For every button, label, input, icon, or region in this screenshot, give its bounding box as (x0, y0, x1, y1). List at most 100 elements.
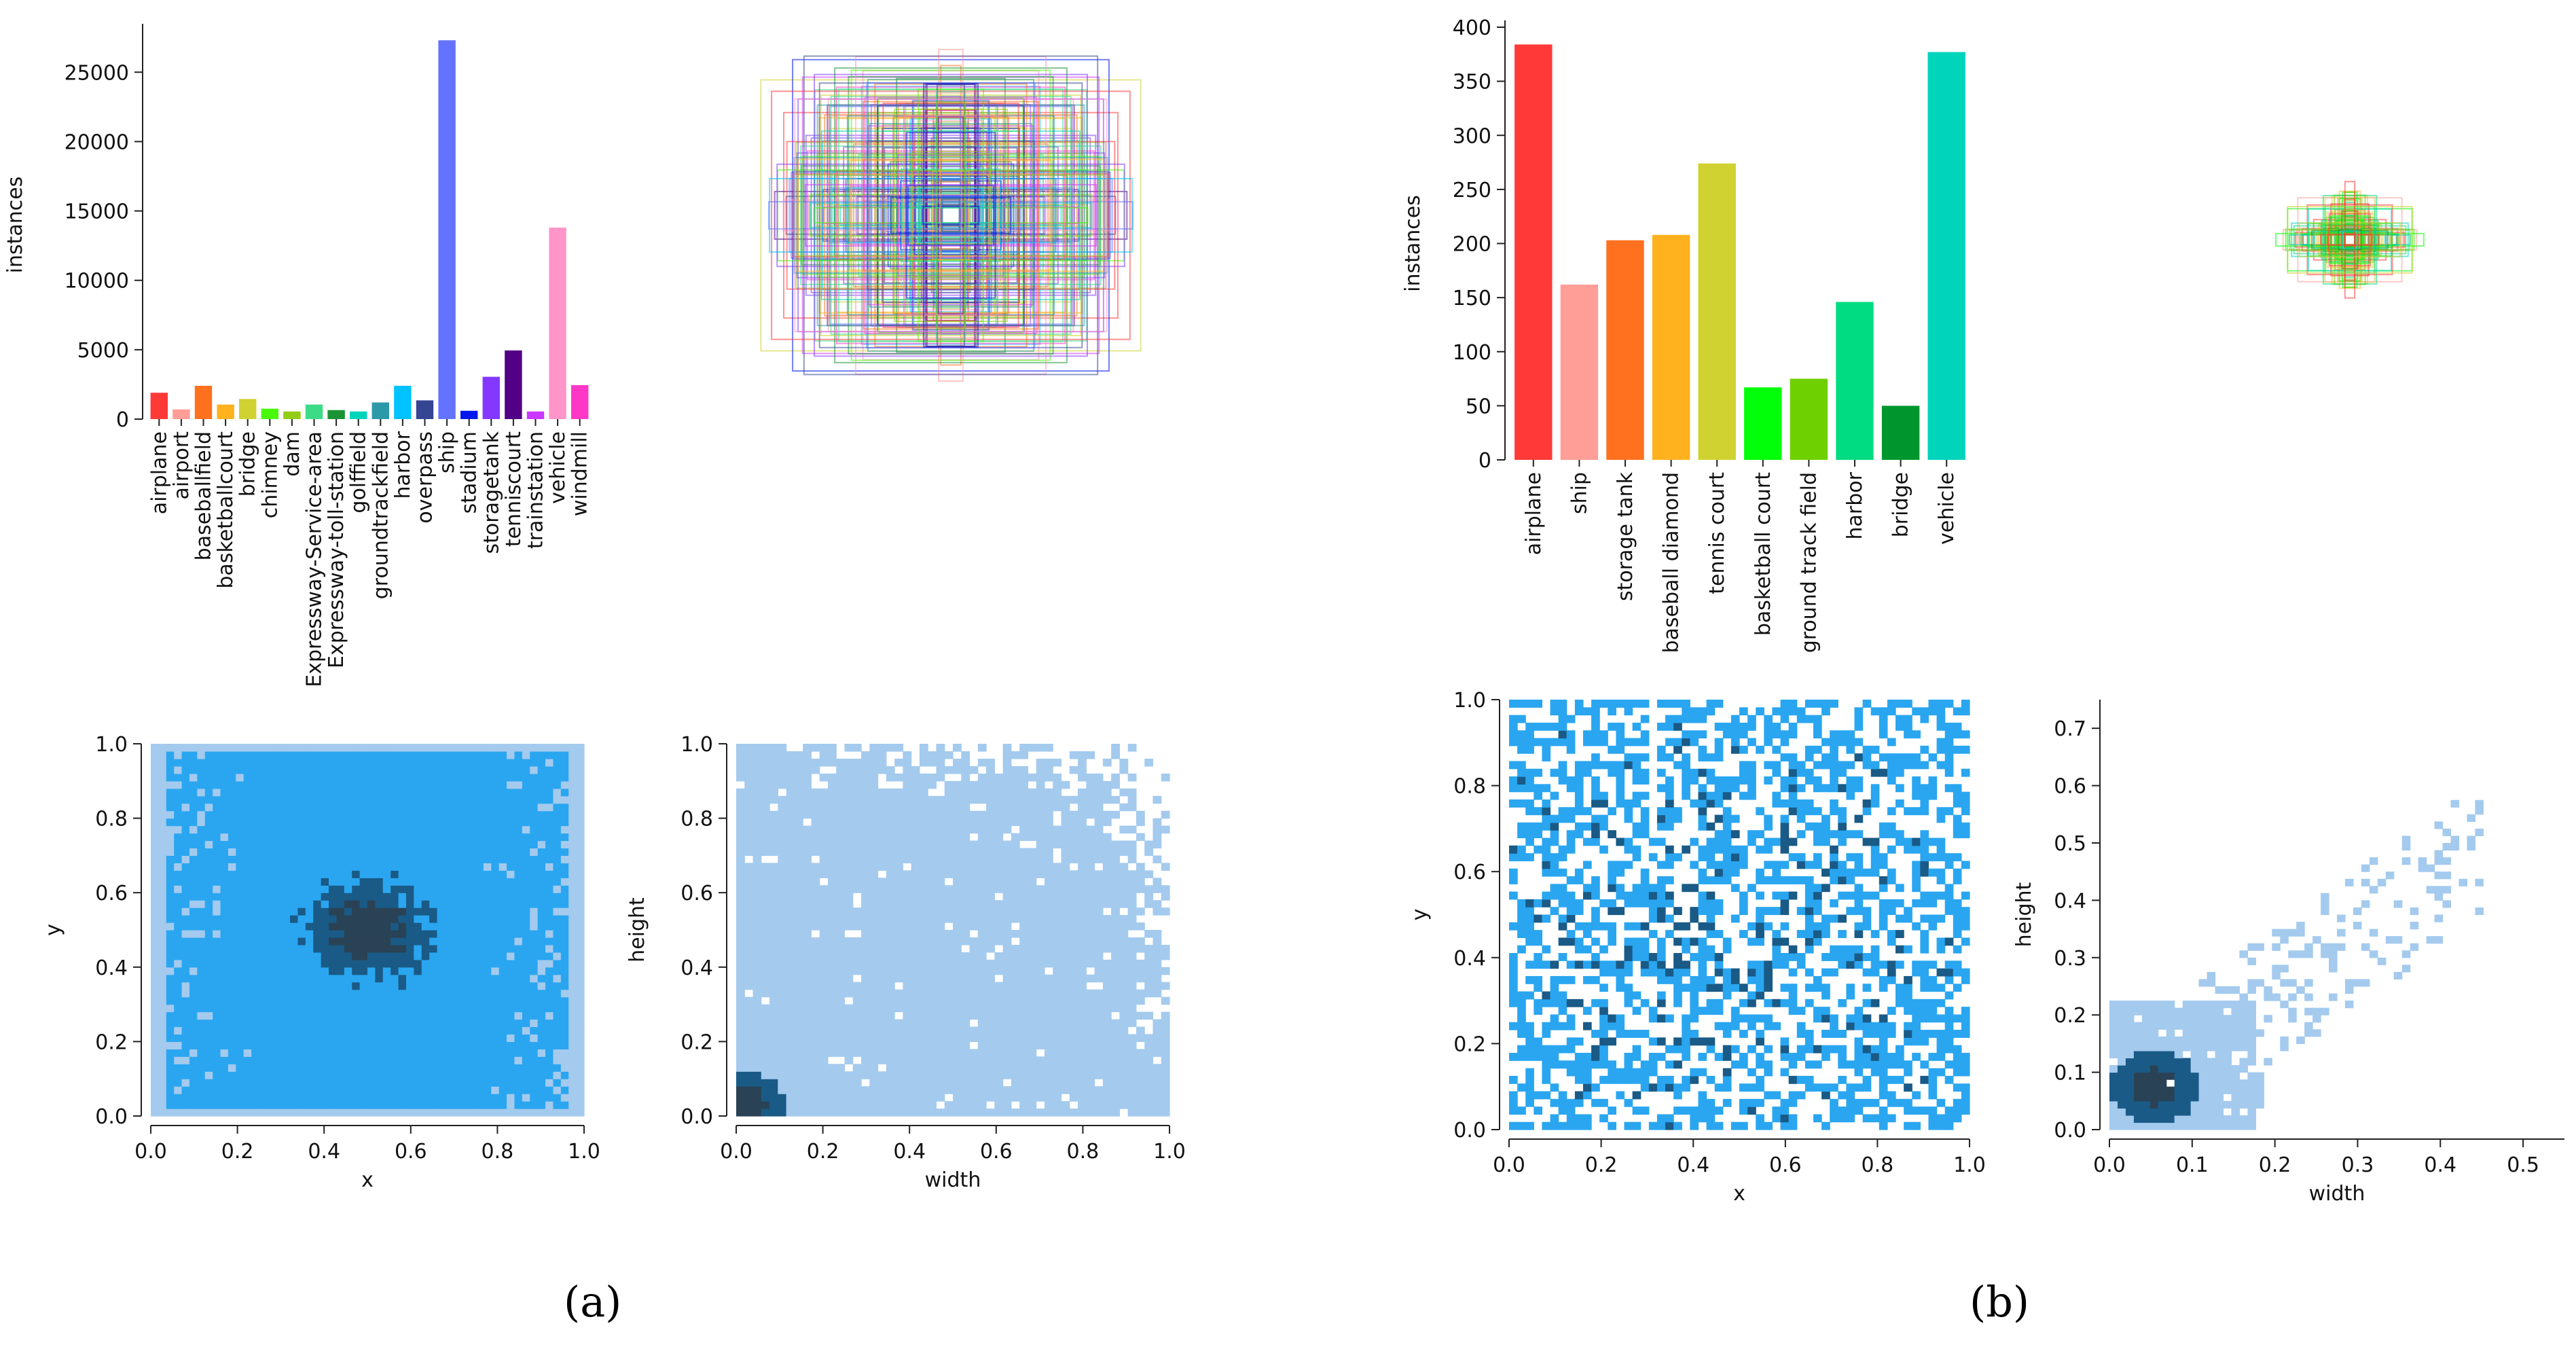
heatmap-cell (861, 1004, 870, 1013)
heatmap-cell (1036, 1094, 1045, 1102)
heatmap-cell (1019, 1041, 1029, 1049)
heatmap-cell (928, 974, 937, 983)
heatmap-cell (274, 967, 283, 975)
heatmap-cell (405, 1079, 414, 1087)
heatmap-cell (961, 810, 970, 819)
heatmap-cell (259, 996, 268, 1005)
heatmap-cell (414, 944, 422, 953)
heatmap-cell (977, 1034, 987, 1042)
heatmap-cell (266, 810, 275, 819)
heatmap-cell (545, 952, 554, 960)
heatmap-cell (313, 818, 322, 827)
heatmap-cell (911, 788, 920, 797)
heatmap-cell (522, 751, 530, 759)
heatmap-cell (911, 982, 920, 990)
heatmap-cell (429, 766, 438, 774)
heatmap-cell (869, 773, 879, 782)
heatmap-cell (189, 893, 198, 901)
heatmap-cell (553, 766, 562, 774)
y-tick-label: 0.6 (95, 882, 128, 905)
heatmap-cell (994, 1019, 1004, 1028)
heatmap-cell (1019, 825, 1029, 834)
heatmap-cell (204, 922, 213, 931)
heatmap-cell (794, 878, 803, 886)
x-tick-label: 0.6 (395, 1140, 427, 1164)
heatmap-cell (290, 833, 299, 842)
heatmap-cell (507, 967, 515, 975)
heatmap-cell (158, 982, 167, 990)
heatmap-cell (158, 878, 167, 886)
heatmap-cell (861, 1071, 870, 1079)
heatmap-cell (437, 788, 446, 797)
heatmap-cell (181, 1109, 190, 1117)
heatmap-cell (894, 744, 903, 752)
heatmap-cell (359, 1019, 368, 1028)
heatmap-cell (886, 1109, 895, 1117)
heatmap-cell (498, 848, 507, 856)
heatmap-cell (553, 773, 562, 782)
heatmap-cell (553, 751, 562, 759)
bbox-outline (800, 145, 1102, 285)
heatmap-cell (498, 982, 507, 990)
heatmap-cell (344, 1094, 352, 1102)
heatmap-cell (429, 1094, 438, 1102)
heatmap-cell (886, 959, 895, 968)
heatmap-cell (236, 893, 244, 901)
heatmap-cell (297, 885, 306, 893)
heatmap-cell (498, 893, 507, 901)
heatmap-cell (819, 967, 829, 975)
heatmap-cell (344, 870, 352, 878)
heatmap-cell (151, 1011, 159, 1020)
heatmap-cell (861, 870, 870, 878)
heatmap-cell (778, 982, 787, 990)
heatmap-cell (514, 810, 523, 819)
heatmap-cell (803, 878, 812, 886)
bbox-outline (866, 82, 1036, 349)
heatmap-cell (475, 944, 484, 953)
heatmap-cell (313, 974, 322, 983)
heatmap-cell (977, 744, 987, 752)
heatmap-cell (444, 810, 453, 819)
heatmap-cell (305, 818, 314, 827)
heatmap-cell (344, 967, 352, 975)
heatmap-cell (220, 818, 229, 827)
heatmap-cell (530, 773, 539, 782)
heatmap-cell (475, 989, 484, 998)
heatmap-cell (398, 1056, 407, 1064)
heatmap-cell (576, 1064, 585, 1072)
heatmap-cell (545, 810, 554, 819)
heatmap-cell (1028, 818, 1037, 827)
heatmap-cell (1044, 952, 1053, 960)
heatmap-cell (886, 930, 895, 938)
heatmap-cell (391, 1049, 399, 1057)
heatmap-cell (204, 1011, 213, 1020)
heatmap-cell (297, 825, 306, 834)
heatmap-cell (313, 1094, 322, 1102)
heatmap-cell (382, 944, 391, 953)
heatmap-cell (321, 952, 329, 960)
heatmap-cell (786, 855, 795, 863)
heatmap-cell (274, 855, 283, 863)
heatmap-cell (382, 900, 391, 908)
heatmap-cell (321, 803, 329, 812)
heatmap-cell (530, 855, 539, 863)
heatmap-cell (429, 848, 438, 856)
heatmap-cell (819, 833, 829, 842)
heatmap-cell (861, 840, 870, 849)
heatmap-cell (483, 766, 492, 774)
heatmap-cell (483, 944, 492, 953)
heatmap-cell (514, 1034, 523, 1042)
heatmap-cell (744, 870, 754, 878)
heatmap-cell (414, 1071, 422, 1079)
heatmap-cell (522, 989, 530, 998)
heatmap-cell (321, 773, 329, 782)
heatmap-cell (414, 840, 422, 849)
heatmap-cell (313, 1004, 322, 1013)
heatmap-cell (498, 1109, 507, 1117)
heatmap-cell (282, 1056, 291, 1064)
heatmap-cell (236, 944, 244, 953)
heatmap-cell (861, 1019, 870, 1028)
heatmap-cell (468, 751, 477, 759)
heatmap-cell (1028, 1109, 1037, 1117)
heatmap-cell (911, 1071, 920, 1079)
